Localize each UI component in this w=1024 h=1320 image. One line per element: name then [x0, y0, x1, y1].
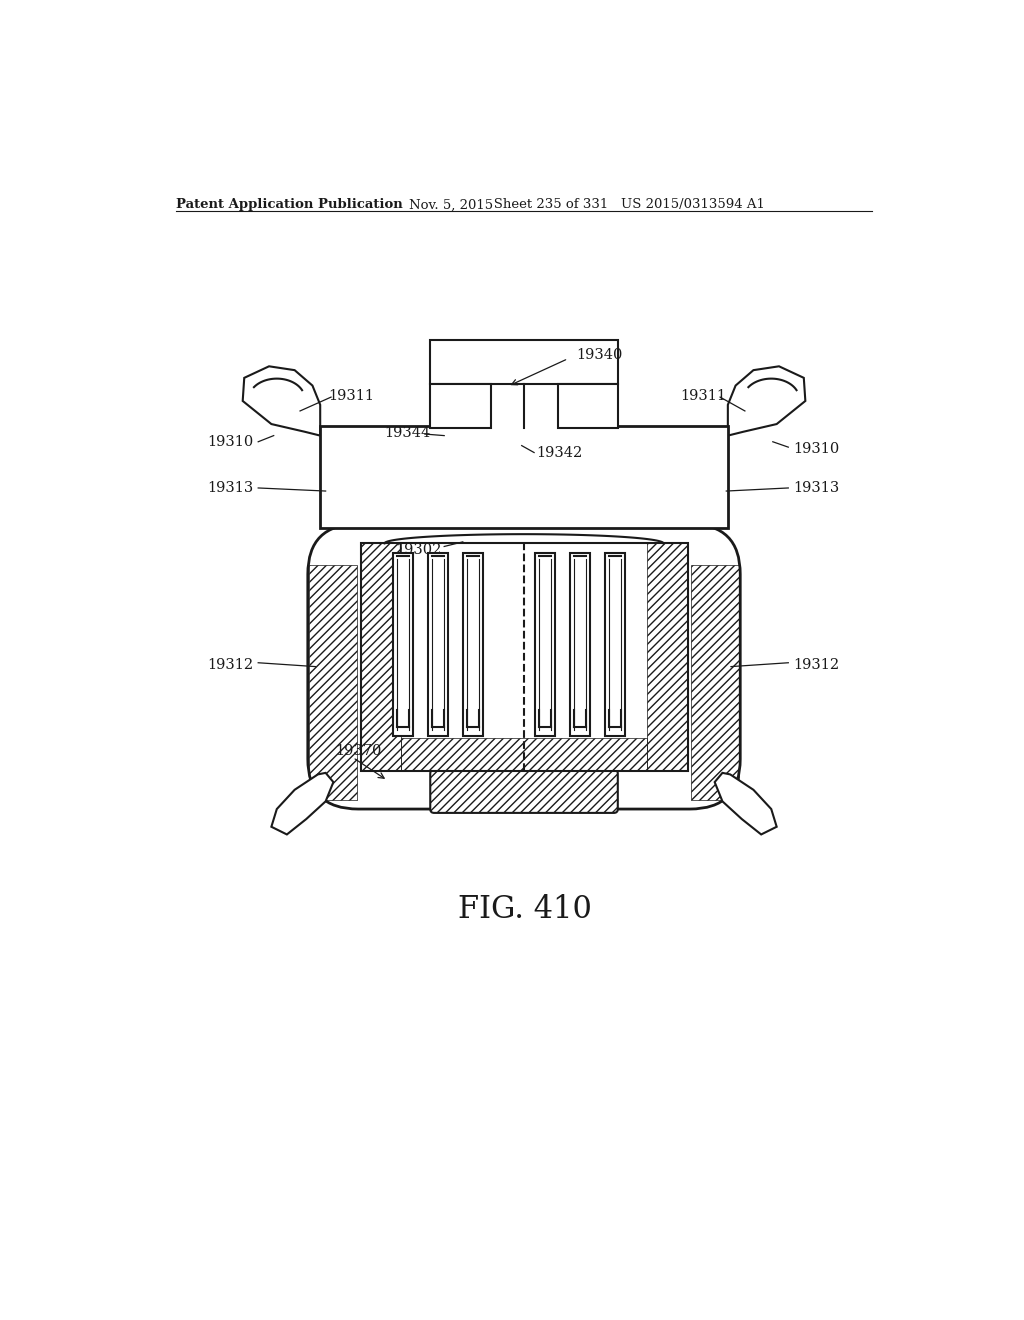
Text: Nov. 5, 2015: Nov. 5, 2015: [410, 198, 494, 211]
Polygon shape: [243, 367, 321, 436]
Bar: [569, 553, 590, 737]
Text: 19313: 19313: [793, 480, 840, 495]
Bar: [604, 553, 625, 737]
Bar: [558, 384, 617, 428]
Bar: [647, 544, 687, 771]
Text: 19370: 19370: [336, 744, 382, 758]
Text: 19312: 19312: [793, 659, 839, 672]
Polygon shape: [271, 774, 334, 834]
Text: Sheet 235 of 331   US 2015/0313594 A1: Sheet 235 of 331 US 2015/0313594 A1: [480, 198, 765, 211]
Text: 19311: 19311: [328, 388, 374, 403]
Text: 19340: 19340: [575, 347, 623, 362]
Text: 19344: 19344: [384, 425, 430, 440]
Text: FIG. 410: FIG. 410: [458, 894, 592, 924]
Bar: [463, 553, 483, 737]
Text: 19310: 19310: [207, 434, 254, 449]
Polygon shape: [728, 367, 805, 436]
Bar: [360, 544, 687, 771]
Bar: [535, 553, 555, 737]
Bar: [360, 544, 400, 771]
Bar: [490, 396, 558, 428]
FancyBboxPatch shape: [308, 524, 740, 809]
Text: Patent Application Publication: Patent Application Publication: [176, 198, 402, 211]
Bar: [400, 738, 647, 771]
Bar: [690, 565, 738, 800]
Text: 19310: 19310: [793, 442, 840, 457]
Bar: [321, 426, 728, 528]
Bar: [309, 565, 357, 800]
Text: 19313: 19313: [207, 480, 254, 495]
Polygon shape: [715, 774, 776, 834]
Text: 19312: 19312: [208, 659, 254, 672]
Bar: [428, 553, 449, 737]
Text: 19342: 19342: [537, 446, 583, 459]
Bar: [430, 384, 490, 428]
Bar: [393, 553, 414, 737]
Text: 19302: 19302: [395, 543, 442, 557]
Bar: [430, 341, 617, 384]
FancyBboxPatch shape: [430, 770, 617, 813]
Text: 19311: 19311: [680, 388, 726, 403]
